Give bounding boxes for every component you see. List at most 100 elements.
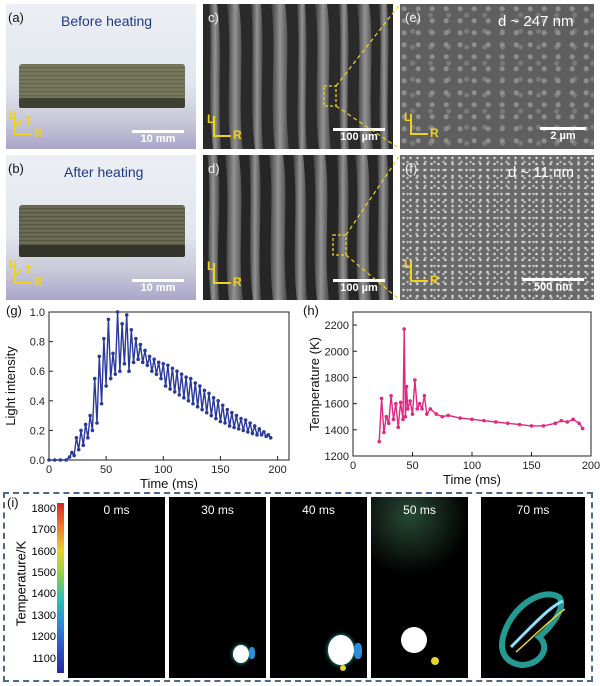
scale-bar [333, 279, 385, 282]
data-point [124, 313, 129, 317]
data-point [106, 317, 111, 322]
data-point [384, 414, 389, 419]
data-point [179, 372, 184, 376]
data-point [129, 327, 134, 332]
data-point [225, 407, 230, 412]
data-point [553, 421, 558, 426]
zoom-line-d-top [345, 154, 401, 236]
data-point [250, 431, 255, 436]
frame-time: 70 ms [516, 503, 550, 517]
data-point [482, 418, 486, 423]
data-point [268, 436, 273, 440]
panel-label: (e) [405, 10, 421, 25]
y-tick-label: 1800 [325, 372, 349, 384]
data-point [67, 455, 72, 459]
axis-arrow-r [14, 282, 32, 284]
scale-bar [132, 279, 184, 282]
axis-label-t: T [25, 263, 33, 277]
scale-bar-label: 100 µm [340, 131, 378, 143]
axis-label-l: L [9, 257, 17, 271]
particle-size: d ~ 11 nm [508, 164, 575, 181]
x-axis-label: Time (ms) [140, 476, 198, 490]
scale-bar [540, 127, 586, 130]
data-point [417, 401, 422, 406]
x-tick-label: 100 [154, 464, 172, 476]
data-point [156, 360, 161, 365]
data-point [379, 396, 384, 401]
data-point [97, 354, 102, 359]
panel-title: Before heating [61, 13, 153, 29]
x-tick-label: 150 [211, 464, 229, 476]
data-point [186, 399, 191, 403]
panel-b-photo: (b) After heating L T R 10 mm [6, 155, 196, 300]
data-point [223, 421, 227, 425]
data-point [143, 348, 147, 353]
panel-label-i: (i) [7, 495, 19, 510]
axis-arrow-l [213, 263, 215, 283]
x-tick-label: 0 [46, 464, 52, 476]
data-point [394, 401, 398, 406]
scale-bar-label: 2 µm [550, 130, 576, 142]
data-point [398, 400, 403, 405]
x-tick-label: 50 [100, 464, 112, 476]
data-point [58, 458, 63, 462]
axis-label-l: L [9, 108, 17, 122]
hot-spot [328, 635, 354, 665]
data-point [207, 391, 211, 396]
data-point [257, 427, 262, 431]
panel-label: c) [208, 10, 219, 25]
y-tick-label: 2000 [325, 346, 349, 358]
thermal-frame-30ms: 30 ms [169, 497, 266, 678]
data-point [122, 362, 127, 366]
data-point [401, 417, 405, 422]
data-point [191, 401, 195, 406]
zoom-line-c-bottom [335, 105, 401, 150]
data-point [175, 369, 179, 373]
data-point [115, 310, 120, 314]
axis-arrow-l [14, 112, 16, 134]
y-tick-label: 0.4 [30, 396, 45, 408]
data-point [428, 407, 433, 411]
colorbar-title: Temperature/K [13, 540, 29, 627]
y-tick-label: 1400 [325, 425, 349, 437]
data-point [92, 376, 97, 381]
data-point [86, 436, 90, 440]
x-tick-label: 50 [406, 460, 418, 472]
panel-label-g: (g) [6, 303, 22, 318]
particle-size: d ~ 247 nm [498, 13, 574, 30]
panel-c-sem: c) L R 100 µm [203, 4, 393, 149]
data-point [255, 433, 259, 437]
data-point [120, 322, 124, 326]
data-point [79, 428, 83, 433]
data-point [83, 422, 88, 427]
scale-bar-label: 10 mm [140, 133, 176, 145]
data-point [134, 336, 138, 341]
y-tick-label: 1200 [325, 451, 349, 463]
y-tick-label: 0.8 [30, 337, 45, 349]
x-tick-label: 150 [522, 460, 540, 472]
data-point [420, 407, 424, 411]
hot-spot-small [340, 665, 346, 671]
colorbar-tick: 1300 [31, 610, 56, 622]
data-point [95, 421, 99, 425]
plot-frame [48, 311, 290, 461]
data-point [193, 381, 198, 385]
colorbar-tick: 1700 [31, 524, 56, 536]
y-axis-label: Light intensity [3, 346, 18, 426]
data-point [74, 436, 79, 440]
colorbar-tick: 1200 [31, 631, 56, 643]
scale-bar [333, 128, 385, 131]
temperature-colorbar [57, 503, 64, 673]
sample-block [19, 205, 185, 249]
scale-bar-label: 10 mm [140, 282, 176, 294]
data-point [218, 419, 223, 424]
data-point [243, 418, 248, 422]
data-point [241, 428, 246, 433]
panel-title: After heating [64, 164, 144, 180]
sem-fibers-d [207, 155, 389, 300]
data-point [88, 413, 92, 418]
y-tick-label: 2200 [325, 320, 349, 332]
y-axis-label: Temperature (K) [307, 337, 322, 431]
data-point [184, 375, 188, 379]
thermal-frame-0ms: 0 ms [68, 497, 165, 678]
